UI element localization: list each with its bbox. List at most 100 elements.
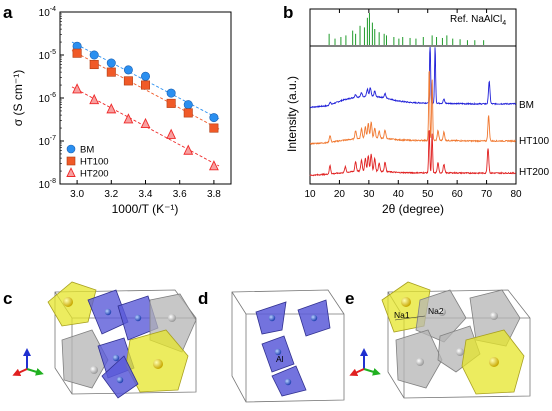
panel-b-series: BM HT100 HT200 — [309, 46, 549, 178]
panel-b: b 10 20 30 40 50 60 70 80 BM HT100 HT200 Ref. NaA… — [283, 3, 549, 216]
data-point — [66, 144, 76, 154]
data-point — [66, 167, 76, 177]
na-atom — [401, 297, 411, 307]
data-point — [89, 93, 100, 105]
panel-b-x-axis-title: 2θ (degree) — [382, 202, 444, 216]
al-atom — [284, 378, 292, 386]
legend-label: HT200 — [80, 169, 109, 180]
x-tick-label: 40 — [393, 189, 405, 200]
series-BM — [71, 41, 220, 123]
panel-b-y-axis-title: Intensity (a.u.) — [285, 76, 299, 152]
data-point — [89, 50, 99, 60]
panel-c-axis-triad — [12, 348, 44, 376]
data-point — [123, 65, 133, 75]
panel-b-plot-frame — [309, 8, 517, 185]
x-tick-label: 60 — [452, 189, 464, 200]
al-atom-label: Al — [276, 354, 284, 364]
panel-d-label: d — [198, 289, 208, 308]
data-point — [141, 71, 151, 81]
trace-label: HT200 — [519, 167, 549, 178]
panel-b-x-ticks: 10 20 30 40 50 60 70 80 — [304, 9, 522, 200]
data-point — [208, 160, 219, 171]
data-point — [123, 76, 133, 86]
na-atom — [63, 297, 73, 307]
x-tick-label: 20 — [334, 189, 346, 200]
series-HT100 — [71, 48, 220, 133]
data-point — [106, 58, 116, 68]
data-point — [72, 83, 83, 94]
data-point — [166, 98, 176, 108]
trace-label: HT100 — [519, 136, 549, 147]
al-atom — [310, 314, 318, 322]
y-tick-label: 10-7 — [39, 135, 56, 148]
data-point — [166, 128, 177, 139]
y-tick-label: 10-5 — [39, 49, 56, 62]
data-point — [89, 60, 99, 70]
panel-e-polyhedra: Na1 Na2 — [381, 281, 525, 395]
data-point — [123, 113, 134, 124]
al-atom — [116, 376, 124, 384]
panel-e-axis-triad — [349, 348, 381, 376]
axis-arrow-right — [363, 368, 381, 376]
cl-polyhedron — [415, 289, 467, 343]
legend-label: BM — [80, 145, 94, 156]
data-point — [72, 48, 82, 58]
panel-d-tetrahedra: Al — [255, 299, 331, 397]
xrd-trace-HT100 — [309, 70, 517, 145]
x-tick-label: 30 — [363, 189, 375, 200]
al-atom — [112, 354, 120, 362]
al-atom — [134, 314, 142, 322]
panel-e: e Na1 Na2 — [345, 281, 531, 399]
data-point — [141, 80, 151, 90]
panel-a-x-ticks: 3.0 3.2 3.4 3.6 3.8 — [70, 180, 221, 200]
al-atom — [268, 314, 276, 322]
axis-arrow-left — [349, 368, 365, 376]
x-tick-label: 3.0 — [70, 189, 84, 200]
na-atom — [153, 359, 163, 369]
data-point — [183, 144, 194, 155]
x-tick-label: 3.8 — [207, 189, 221, 200]
trace-label: BM — [519, 100, 534, 111]
data-point — [209, 123, 219, 133]
panel-a: a 10-4 10-5 10-6 10-7 10-8 3.0 3.2 3.4 3.6 3.8 1… — [3, 3, 232, 216]
data-point — [106, 67, 116, 77]
data-point — [166, 88, 176, 98]
na1-label: Na1 — [394, 310, 410, 320]
xrd-trace-HT200 — [309, 129, 517, 177]
panel-a-series — [71, 41, 220, 171]
data-point — [183, 100, 193, 110]
al-atom — [104, 308, 112, 316]
axis-arrow-left — [12, 368, 28, 376]
x-tick-label: 10 — [304, 189, 316, 200]
na-atom — [489, 357, 499, 367]
xrd-trace-BM — [309, 46, 517, 109]
panel-c-label: c — [3, 289, 12, 308]
x-tick-label: 3.2 — [104, 189, 118, 200]
axis-arrow-right — [26, 368, 44, 376]
x-tick-label: 80 — [510, 189, 522, 200]
data-point — [66, 156, 76, 166]
panel-d: d Al — [198, 289, 345, 403]
x-tick-label: 50 — [422, 189, 434, 200]
panel-c: c — [3, 281, 197, 399]
cl-atom — [416, 358, 424, 366]
panel-a-y-ticks: 10-4 10-5 10-6 10-7 10-8 — [39, 6, 64, 191]
series-HT200 — [71, 83, 220, 171]
panel-e-label: e — [345, 289, 354, 308]
panel-b-reference-pattern — [328, 13, 485, 45]
cl-polyhedron — [61, 329, 109, 389]
y-tick-label: 10-6 — [39, 92, 56, 105]
data-point — [140, 117, 151, 129]
cl-atom — [168, 314, 176, 322]
legend-label: HT100 — [80, 157, 109, 168]
data-point — [106, 103, 117, 114]
data-point — [183, 108, 193, 118]
cl-atom — [438, 308, 446, 316]
x-tick-label: 3.6 — [173, 189, 187, 200]
y-tick-label: 10-4 — [39, 6, 56, 19]
cl-atom — [490, 312, 498, 320]
panel-a-x-axis-title: 1000/T (K⁻¹) — [112, 202, 179, 216]
data-point — [209, 113, 219, 123]
